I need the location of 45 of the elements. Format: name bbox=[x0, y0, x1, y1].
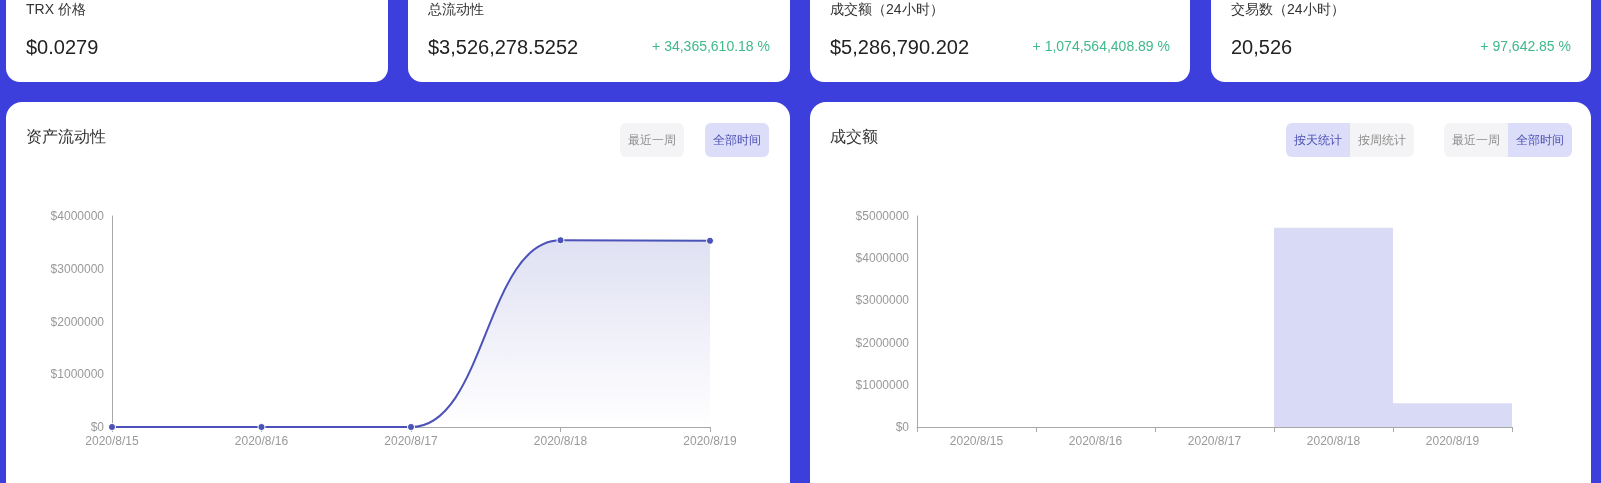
toggle-button[interactable]: 全部时间 bbox=[1508, 123, 1572, 157]
point bbox=[407, 423, 415, 431]
y-tick-label: $4000000 bbox=[50, 209, 105, 223]
y-tick-label: $0 bbox=[90, 420, 105, 434]
x-tick-label: 2020/8/15 bbox=[85, 434, 140, 448]
y-tick-label: $1000000 bbox=[855, 377, 910, 392]
y-tick-label: $0 bbox=[895, 420, 910, 434]
toggle-button[interactable]: 最近一周 bbox=[620, 123, 684, 157]
x-tick-label: 2020/8/19 bbox=[1425, 434, 1480, 448]
x-tick-label: 2020/8/16 bbox=[1068, 434, 1123, 448]
text: + 97,642.85 % bbox=[1480, 37, 1571, 55]
point bbox=[706, 236, 714, 245]
text: 成交额（24小时） bbox=[830, 0, 944, 18]
x-tick-label: 2020/8/17 bbox=[384, 434, 439, 448]
text: TRX 价格 bbox=[26, 0, 86, 18]
x-tick-label: 2020/8/18 bbox=[533, 434, 588, 448]
chart-title: 资产流动性 bbox=[26, 127, 106, 147]
text: 20,526 bbox=[1231, 35, 1293, 60]
toggle-button[interactable]: 按周统计 bbox=[1350, 123, 1414, 157]
text: 交易数（24小时） bbox=[1231, 0, 1345, 18]
y-tick-label: $4000000 bbox=[855, 251, 910, 266]
y-tick-label: $2000000 bbox=[855, 335, 910, 350]
text: $3,526,278.5252 bbox=[428, 35, 579, 60]
y-tick-label: $2000000 bbox=[50, 314, 105, 329]
text: $0.0279 bbox=[26, 35, 99, 60]
chart-title: 成交额 bbox=[830, 127, 878, 147]
text: 总流动性 bbox=[428, 0, 484, 18]
x-tick-label: 2020/8/19 bbox=[683, 434, 738, 448]
toggle-button[interactable]: 按天统计 bbox=[1286, 123, 1350, 157]
text: + 1,074,564,408.89 % bbox=[1032, 37, 1170, 55]
y-tick-label: $5000000 bbox=[855, 209, 910, 223]
toggle-button[interactable]: 全部时间 bbox=[705, 123, 769, 157]
x-tick-label: 2020/8/15 bbox=[949, 434, 1004, 448]
x-tick-label: 2020/8/17 bbox=[1187, 434, 1242, 448]
toggle-button[interactable]: 最近一周 bbox=[1444, 123, 1508, 157]
x-tick-label: 2020/8/16 bbox=[234, 434, 289, 448]
text: + 34,365,610.18 % bbox=[652, 37, 770, 55]
x-tick-label: 2020/8/18 bbox=[1306, 434, 1361, 448]
point bbox=[257, 423, 266, 431]
point bbox=[108, 423, 116, 431]
point bbox=[556, 236, 565, 245]
text: $5,286,790.202 bbox=[830, 35, 970, 60]
y-tick-label: $3000000 bbox=[50, 261, 105, 276]
y-tick-label: $1000000 bbox=[50, 367, 105, 382]
y-tick-label: $3000000 bbox=[855, 293, 910, 308]
